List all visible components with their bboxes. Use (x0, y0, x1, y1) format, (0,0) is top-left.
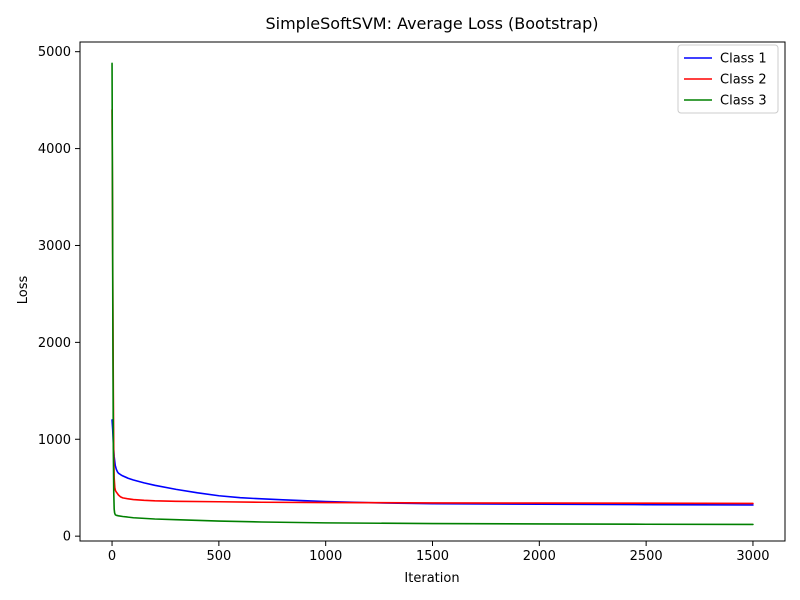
y-tick-label: 0 (63, 530, 71, 545)
y-tick-label: 3000 (38, 239, 71, 254)
plot-background (80, 42, 785, 541)
legend: Class 1 Class 2 Class 3 (677, 44, 779, 114)
y-tick-label: 4000 (38, 142, 71, 157)
chart-title: SimpleSoftSVM: Average Loss (Bootstrap) (265, 14, 598, 33)
x-tick-label: 0 (108, 549, 116, 564)
x-tick-label: 2500 (630, 549, 663, 564)
plot-area (79, 41, 786, 542)
y-axis: 0 1000 2000 3000 4000 5000 (38, 45, 80, 545)
legend-label-class-2: Class 2 (720, 73, 767, 88)
y-tick-label: 1000 (38, 433, 71, 448)
series-line-class-3 (111, 62, 754, 526)
legend-label-class-1: Class 1 (720, 52, 767, 67)
x-tick-label: 1500 (416, 549, 449, 564)
x-tick-label: 3000 (736, 549, 769, 564)
x-axis-label: Iteration (404, 571, 459, 586)
legend-label-class-3: Class 3 (720, 94, 767, 109)
x-tick-label: 2000 (523, 549, 556, 564)
x-tick-label: 1000 (309, 549, 342, 564)
series-group (111, 62, 754, 526)
x-tick-label: 500 (206, 549, 231, 564)
y-tick-label: 2000 (38, 336, 71, 351)
legend-box (677, 44, 779, 114)
y-tick-label: 5000 (38, 45, 71, 60)
y-axis-label: Loss (16, 276, 31, 305)
x-axis: 0 500 1000 1500 2000 2500 3000 (108, 541, 770, 564)
